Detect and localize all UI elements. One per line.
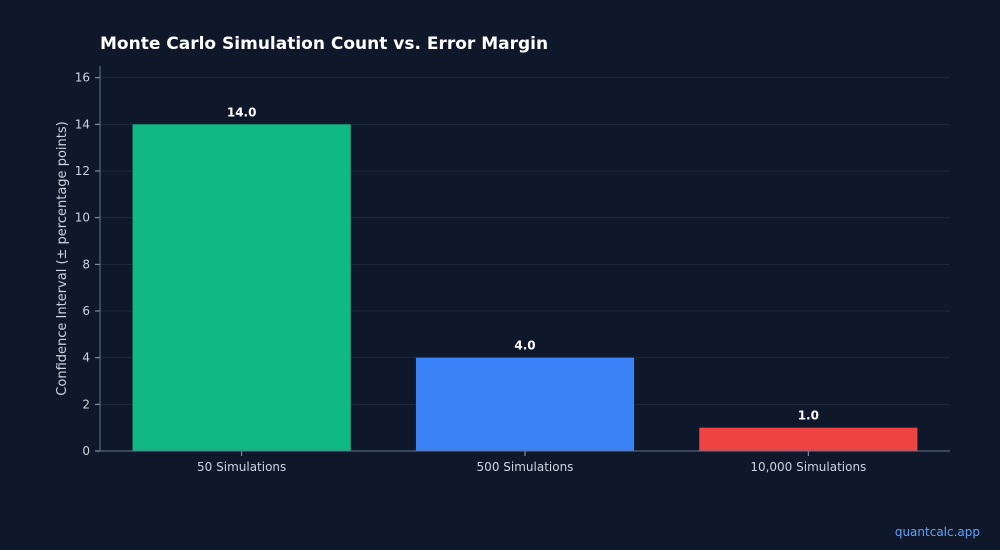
bar xyxy=(699,427,918,451)
data-label: 4.0 xyxy=(514,339,535,353)
y-tick-label: 6 xyxy=(82,304,90,318)
y-tick-label: 16 xyxy=(75,71,90,85)
y-tick-label: 2 xyxy=(82,397,90,411)
y-tick-label: 14 xyxy=(75,117,90,131)
y-tick-label: 12 xyxy=(75,164,90,178)
x-tick-label: 500 Simulations xyxy=(477,460,574,474)
x-tick-label: 10,000 Simulations xyxy=(750,460,866,474)
watermark: quantcalc.app xyxy=(894,525,980,539)
bars xyxy=(132,124,918,451)
axes xyxy=(95,66,950,456)
labels: 0 2 4 6 8 10 12 14 16 14.0 50 Simulations 4.0 500 Si… xyxy=(75,71,867,474)
y-axis-label: Confidence Interval (± percentage points… xyxy=(55,121,70,395)
y-tick-label: 10 xyxy=(75,211,90,225)
y-tick-label: 4 xyxy=(82,351,90,365)
x-tick-label: 50 Simulations xyxy=(197,460,286,474)
bar xyxy=(415,357,635,451)
y-tick-label: 8 xyxy=(82,257,90,271)
bar xyxy=(132,124,351,451)
data-label: 1.0 xyxy=(798,409,819,423)
chart-title: Monte Carlo Simulation Count vs. Error M… xyxy=(100,34,548,54)
data-label: 14.0 xyxy=(227,105,257,119)
y-tick-label: 0 xyxy=(82,444,90,458)
